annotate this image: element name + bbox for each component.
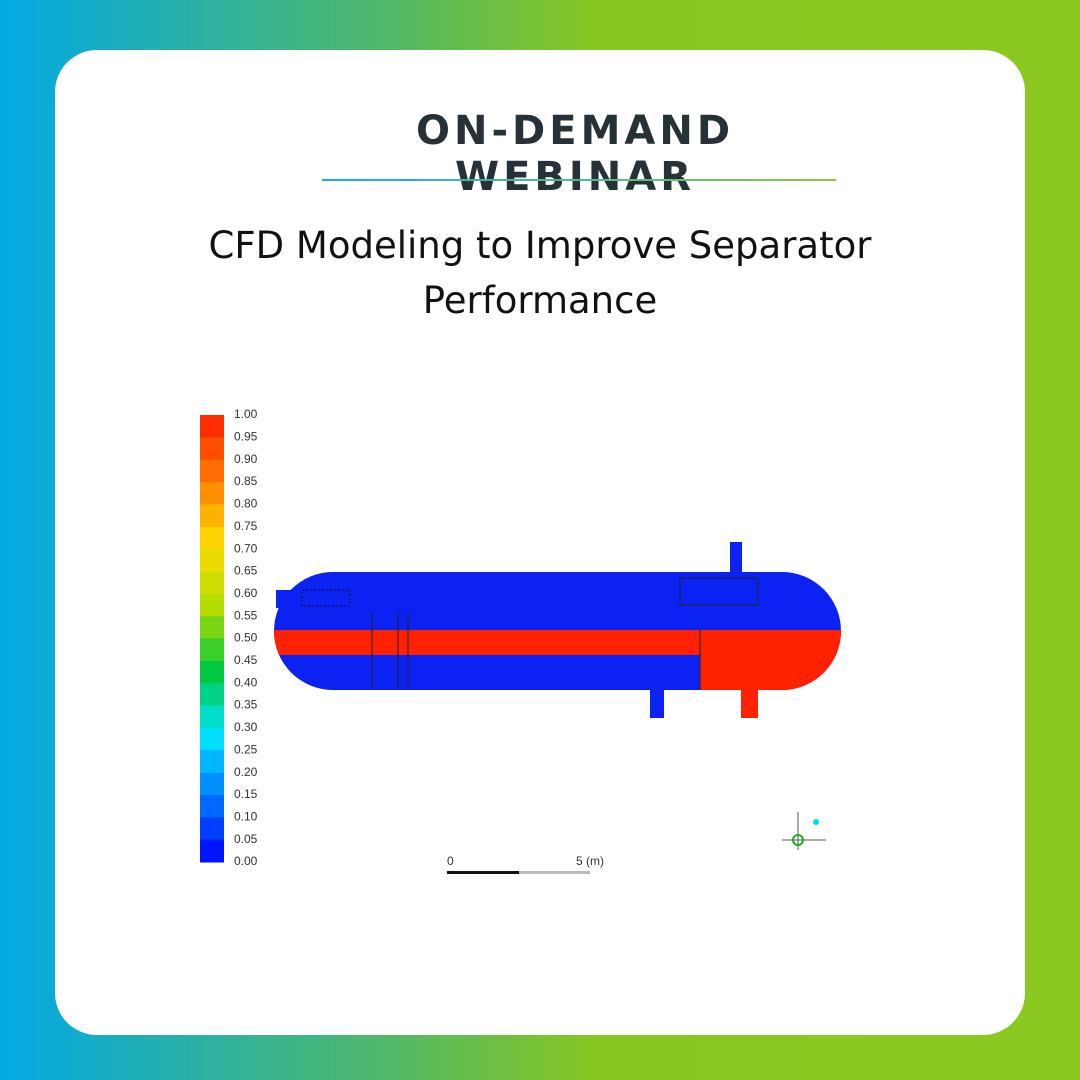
colorbar-block — [200, 705, 224, 729]
colorbar-label: 0.10 — [234, 809, 258, 823]
colorbar-label: 0.40 — [234, 675, 258, 689]
colorbar-label: 0.80 — [234, 497, 258, 511]
origin — [792, 834, 804, 846]
colorbar-label: 0.00 — [234, 854, 258, 868]
colorbar-block — [200, 794, 224, 818]
colorbar-block — [200, 459, 224, 483]
scale-label: 0 — [447, 854, 454, 868]
inlet-device — [301, 589, 351, 607]
colorbar-block — [200, 549, 224, 572]
colorbar-block — [200, 482, 224, 505]
liquid-weir — [700, 630, 841, 690]
colorbar-block — [200, 638, 224, 662]
colorbar-label: 0.35 — [234, 698, 258, 712]
kicker: ON-DEMAND WEBINAR — [415, 108, 735, 200]
colorbar-label: 0.55 — [234, 608, 258, 622]
colorbar-block — [200, 660, 224, 684]
triad — [782, 812, 826, 850]
colorbar-block — [200, 750, 224, 774]
colorbar-block — [200, 616, 224, 639]
colorbar-label: 0.30 — [234, 720, 258, 734]
colorbar-block — [200, 772, 224, 796]
colorbar-label: 0.90 — [234, 452, 258, 466]
nozzle — [650, 686, 664, 718]
colorbar-label: 0.15 — [234, 787, 258, 801]
colorbar-block — [200, 817, 224, 841]
colorbar-label: 0.70 — [234, 541, 258, 555]
colorbar-block — [200, 683, 224, 707]
colorbar-block — [200, 839, 224, 863]
scale-bar: 0 5 (m) — [447, 854, 604, 874]
colorbar-label: 0.05 — [234, 832, 258, 846]
webinar-title: CFD Modeling to Improve Separator Perfor… — [208, 224, 872, 322]
colorbar-block — [200, 526, 224, 550]
colorbar-label: 0.50 — [234, 631, 258, 645]
colorbar-label: 0.85 — [234, 474, 258, 488]
colorbar-block — [200, 504, 224, 528]
colorbar-label: 0.95 — [234, 430, 258, 444]
colorbar-block — [200, 437, 224, 461]
colorbar-block — [200, 727, 224, 751]
nozzle — [741, 686, 758, 718]
colorbar-label: 0.75 — [234, 519, 258, 533]
scale-segment — [447, 871, 519, 874]
dot — [813, 819, 819, 825]
colorbar-label: 0.65 — [234, 564, 258, 578]
colorbar-label: 0.20 — [234, 765, 258, 779]
colorbar-label: 0.45 — [234, 653, 258, 667]
colorbar-label: 1.00 — [234, 407, 258, 421]
nozzle — [730, 542, 742, 578]
scale-label: 5 (m) — [576, 854, 604, 868]
colorbar-label: 0.60 — [234, 586, 258, 600]
colorbar-block — [200, 593, 224, 617]
scale-segment — [519, 871, 590, 874]
colorbar-block — [200, 571, 224, 595]
mist-extractor — [679, 577, 759, 606]
vessel — [274, 542, 841, 718]
divider — [322, 179, 836, 181]
colorbar-label: 0.25 — [234, 742, 258, 756]
colorbar-block — [200, 415, 224, 438]
